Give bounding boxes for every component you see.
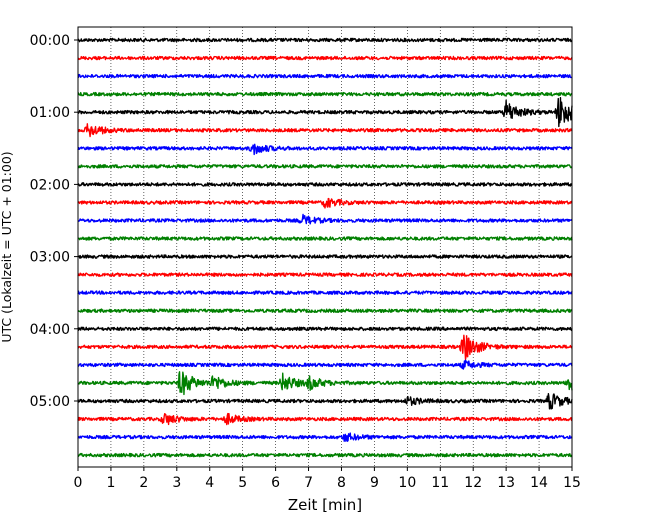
x-tick-label: 0 xyxy=(74,475,83,491)
y-tick-label: 01:00 xyxy=(30,105,70,121)
x-tick-label: 10 xyxy=(398,475,416,491)
x-tick-label: 7 xyxy=(304,475,313,491)
seismic-trace xyxy=(77,290,573,295)
y-tick-label: 02:00 xyxy=(30,177,70,193)
plot-frame xyxy=(77,26,573,468)
x-tick-label: 6 xyxy=(271,475,280,491)
seismic-trace xyxy=(77,236,573,241)
seismic-trace xyxy=(77,393,573,410)
x-tick-label: 2 xyxy=(139,475,148,491)
x-tick-label: 5 xyxy=(238,475,247,491)
y-tick-label: 05:00 xyxy=(30,394,70,410)
seismic-trace xyxy=(77,143,573,156)
x-tick-label: 13 xyxy=(497,475,515,491)
seismic-trace xyxy=(77,73,573,79)
seismic-trace xyxy=(77,164,573,169)
seismic-trace xyxy=(77,359,573,370)
x-tick-label: 12 xyxy=(464,475,482,491)
seismic-trace xyxy=(77,123,573,138)
seismic-trace xyxy=(77,254,573,259)
seismic-trace xyxy=(77,334,573,361)
seismic-trace xyxy=(77,55,573,61)
seismic-trace xyxy=(77,91,573,97)
y-tick-label: 03:00 xyxy=(30,250,70,266)
vertical-grid xyxy=(110,27,540,467)
seismic-trace xyxy=(77,272,573,277)
seismic-trace xyxy=(77,432,573,442)
seismic-traces xyxy=(77,37,573,458)
x-tick-label: 1 xyxy=(106,475,115,491)
x-tick-label: 9 xyxy=(370,475,379,491)
x-axis-ticks: 0 1 2 3 4 5 6 7 8 9 10 11 12 13 14 15 xyxy=(74,467,581,491)
seismic-trace xyxy=(77,97,573,128)
seismic-trace xyxy=(77,308,573,314)
seismic-trace xyxy=(77,371,573,396)
x-tick-label: 3 xyxy=(172,475,181,491)
x-tick-label: 4 xyxy=(205,475,214,491)
seismic-trace xyxy=(77,412,573,426)
y-tick-label: 04:00 xyxy=(30,322,70,338)
x-tick-label: 14 xyxy=(530,475,548,491)
seismic-trace xyxy=(77,182,573,187)
seismic-trace xyxy=(77,326,573,332)
x-tick-label: 11 xyxy=(431,475,449,491)
seismic-trace xyxy=(77,452,573,458)
y-tick-label: 00:00 xyxy=(30,33,70,49)
seismic-trace xyxy=(77,37,573,43)
x-tick-label: 8 xyxy=(337,475,346,491)
x-tick-label: 15 xyxy=(563,475,581,491)
seismic-trace xyxy=(77,213,573,225)
y-axis-ticks: 00:00 01:00 02:00 03:00 04:00 05:00 xyxy=(30,33,78,410)
seismic-trace xyxy=(77,197,573,209)
y-axis-label: UTC (Lokalzeit = UTC + 01:00) xyxy=(0,151,14,342)
x-axis-label: Zeit [min] xyxy=(288,496,362,514)
